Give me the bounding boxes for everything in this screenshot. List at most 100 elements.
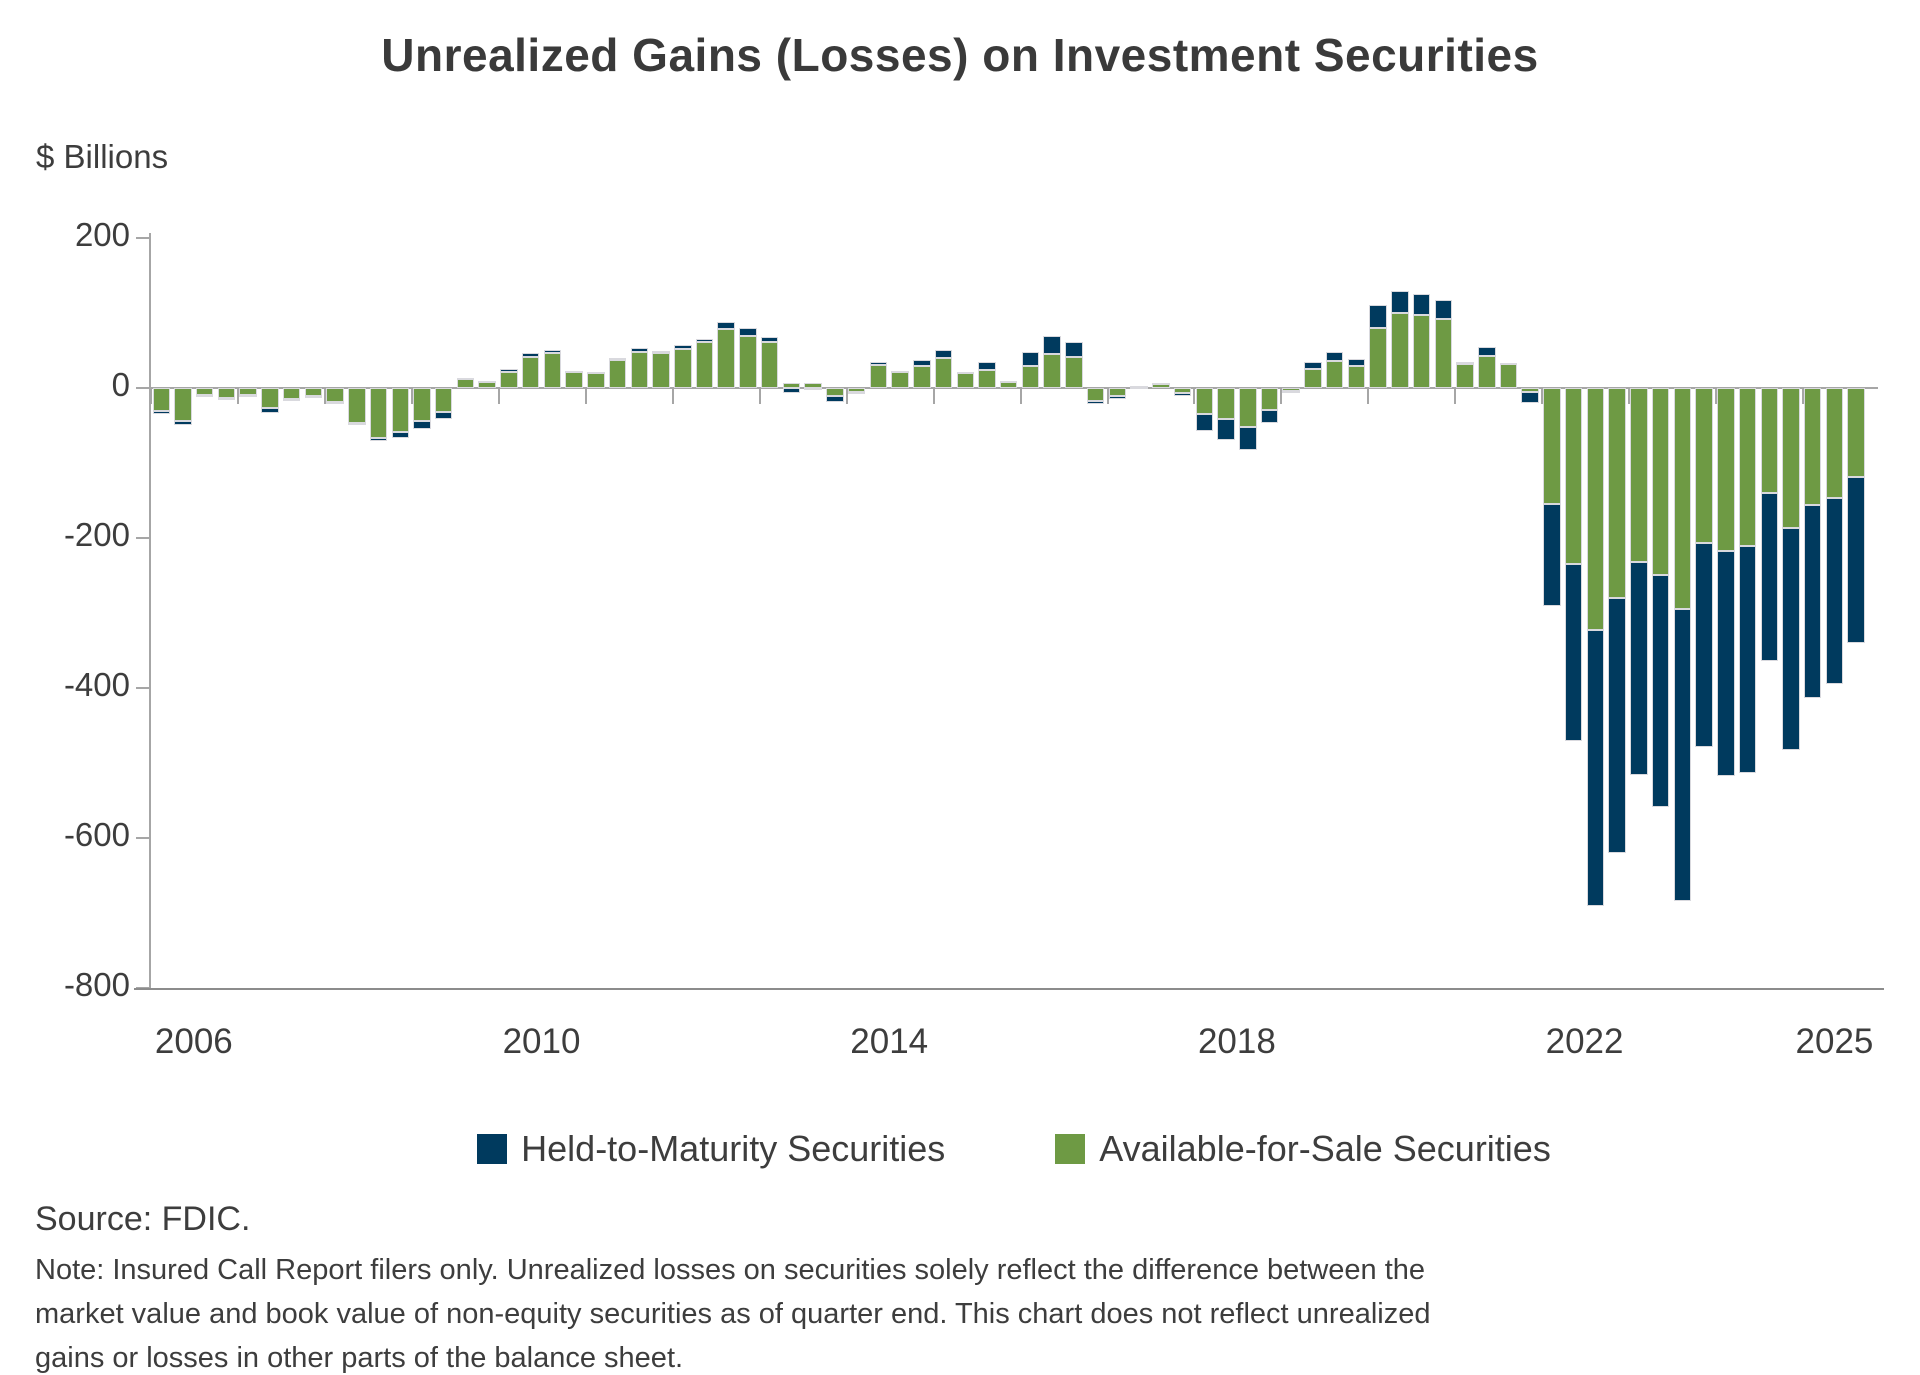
bar-2013Q3-afs <box>804 382 822 388</box>
bar-2025Q1-afs <box>1803 388 1822 505</box>
bar-2009Q4-htm <box>478 380 496 383</box>
bar-2019Q2-afs <box>1304 369 1322 388</box>
bar-2013Q3-htm <box>804 388 822 391</box>
bar-2011Q1-afs <box>587 373 605 388</box>
bar-2015Q3-htm <box>978 361 996 370</box>
bar-2007Q2-afs <box>261 388 279 409</box>
bar-2016Q1-htm <box>1021 352 1040 366</box>
x-year-tick-2024 <box>1714 388 1717 404</box>
bar-2013Q2-htm <box>782 388 801 394</box>
bar-2008Q3-afs <box>369 388 388 439</box>
bar-2006Q4-afs <box>217 388 236 398</box>
x-year-tick-2023 <box>1628 388 1631 404</box>
bar-2006Q1-htm <box>152 410 170 414</box>
bar-2010Q2-htm <box>521 352 540 357</box>
bar-2009Q3-htm <box>456 377 475 380</box>
y-tick-label--200: -200 <box>63 516 130 553</box>
source-text: Source: FDIC. <box>35 1200 251 1238</box>
bar-2017Q1-afs <box>1108 388 1127 396</box>
x-year-tick-2020 <box>1367 388 1370 404</box>
bar-2013Q2-afs <box>782 382 801 388</box>
y-tick-label--400: -400 <box>63 666 130 703</box>
bar-2025Q2-afs <box>1825 388 1844 499</box>
bar-2007Q3-afs <box>282 388 301 400</box>
bar-2006Q3-afs <box>195 388 214 395</box>
bar-2021Q3-afs <box>1499 364 1518 388</box>
bar-2020Q1-afs <box>1369 328 1387 388</box>
bar-2023Q2-afs <box>1651 388 1670 575</box>
bar-2013Q4-htm <box>826 396 844 402</box>
bar-2010Q3-afs <box>543 352 562 388</box>
bar-2021Q2-afs <box>1478 355 1496 388</box>
bar-2024Q1-htm <box>1717 550 1735 776</box>
bar-2025Q3-afs <box>1847 388 1865 477</box>
bar-2006Q2-afs <box>174 388 192 421</box>
x-year-tick-2016 <box>1019 388 1022 404</box>
bar-2024Q3-htm <box>1760 493 1779 661</box>
bar-2012Q2-htm <box>695 338 714 343</box>
bar-2020Q4-htm <box>1434 299 1453 319</box>
bar-2018Q3-afs <box>1239 388 1257 427</box>
x-year-tick-2015 <box>932 388 935 404</box>
bar-2024Q4-htm <box>1782 527 1800 750</box>
x-year-tick-2006 <box>150 388 153 404</box>
y-axis-unit-label: $ Billions <box>36 138 169 175</box>
bar-2018Q1-htm <box>1195 414 1214 431</box>
bar-2016Q1-afs <box>1021 365 1040 388</box>
bar-2006Q1-afs <box>152 388 170 411</box>
y-tick-mark-200 <box>136 237 150 239</box>
bar-2010Q2-afs <box>521 356 540 388</box>
zero-axis-line <box>149 387 1878 389</box>
bar-2015Q1-afs <box>934 358 953 388</box>
chart-title: Unrealized Gains (Losses) on Investment … <box>381 29 1539 81</box>
bar-2022Q2-afs <box>1564 388 1583 565</box>
bar-2013Q1-htm <box>760 337 779 343</box>
bar-2009Q3-afs <box>456 378 475 388</box>
bar-2011Q2-htm <box>608 358 627 361</box>
y-tick-mark--600 <box>136 837 150 839</box>
bar-2010Q1-afs <box>500 371 518 388</box>
bar-2016Q3-htm <box>1065 341 1083 357</box>
bar-2019Q2-htm <box>1304 361 1322 370</box>
bar-2010Q1-htm <box>500 369 518 372</box>
y-tick-mark--400 <box>136 687 150 689</box>
bar-2012Q4-htm <box>739 328 757 336</box>
bar-2014Q2-afs <box>869 364 888 388</box>
bar-2017Q1-htm <box>1108 395 1127 400</box>
bar-2020Q1-htm <box>1369 304 1387 328</box>
bar-2021Q2-htm <box>1478 346 1496 356</box>
bar-2023Q1-htm <box>1630 562 1648 775</box>
bar-2007Q4-htm <box>304 395 323 398</box>
legend-item-held-to-maturity: Held-to-Maturity Securities <box>477 1128 945 1170</box>
bar-2018Q2-htm <box>1217 418 1235 440</box>
bar-2011Q3-afs <box>630 352 649 388</box>
x-year-tick-2018 <box>1193 388 1196 404</box>
bar-2017Q3-htm <box>1152 382 1170 385</box>
bar-2012Q4-afs <box>739 335 757 388</box>
bar-2023Q3-htm <box>1673 608 1692 901</box>
bar-2014Q3-afs <box>891 372 909 388</box>
bar-2024Q4-afs <box>1782 388 1800 528</box>
bar-2010Q4-afs <box>565 372 583 388</box>
held-to-maturity-swatch-icon <box>477 1134 508 1164</box>
bar-2015Q1-htm <box>934 349 953 358</box>
bar-2012Q2-afs <box>695 342 714 388</box>
legend-label-available-for-sale: Available-for-Sale Securities <box>1099 1128 1551 1169</box>
bar-2018Q1-afs <box>1195 388 1214 415</box>
legend-item-available-for-sale: Available-for-Sale Securities <box>1055 1128 1551 1170</box>
bar-2011Q2-afs <box>608 360 627 388</box>
bar-2016Q2-htm <box>1043 335 1061 355</box>
bar-2021Q1-afs <box>1456 364 1474 388</box>
bar-2006Q4-htm <box>217 397 236 400</box>
bar-2011Q1-htm <box>587 371 605 374</box>
note-text: Note: Insured Call Report filers only. U… <box>35 1254 1431 1374</box>
bar-2010Q4-htm <box>565 370 583 373</box>
x-label-2010: 2010 <box>502 1022 581 1061</box>
bar-2018Q4-afs <box>1260 388 1279 410</box>
bar-2013Q1-afs <box>760 342 779 388</box>
x-year-tick-2019 <box>1280 388 1283 404</box>
bar-2014Q1-afs <box>847 388 866 392</box>
bar-2024Q2-htm <box>1738 545 1757 773</box>
bar-2008Q1-afs <box>326 388 344 403</box>
